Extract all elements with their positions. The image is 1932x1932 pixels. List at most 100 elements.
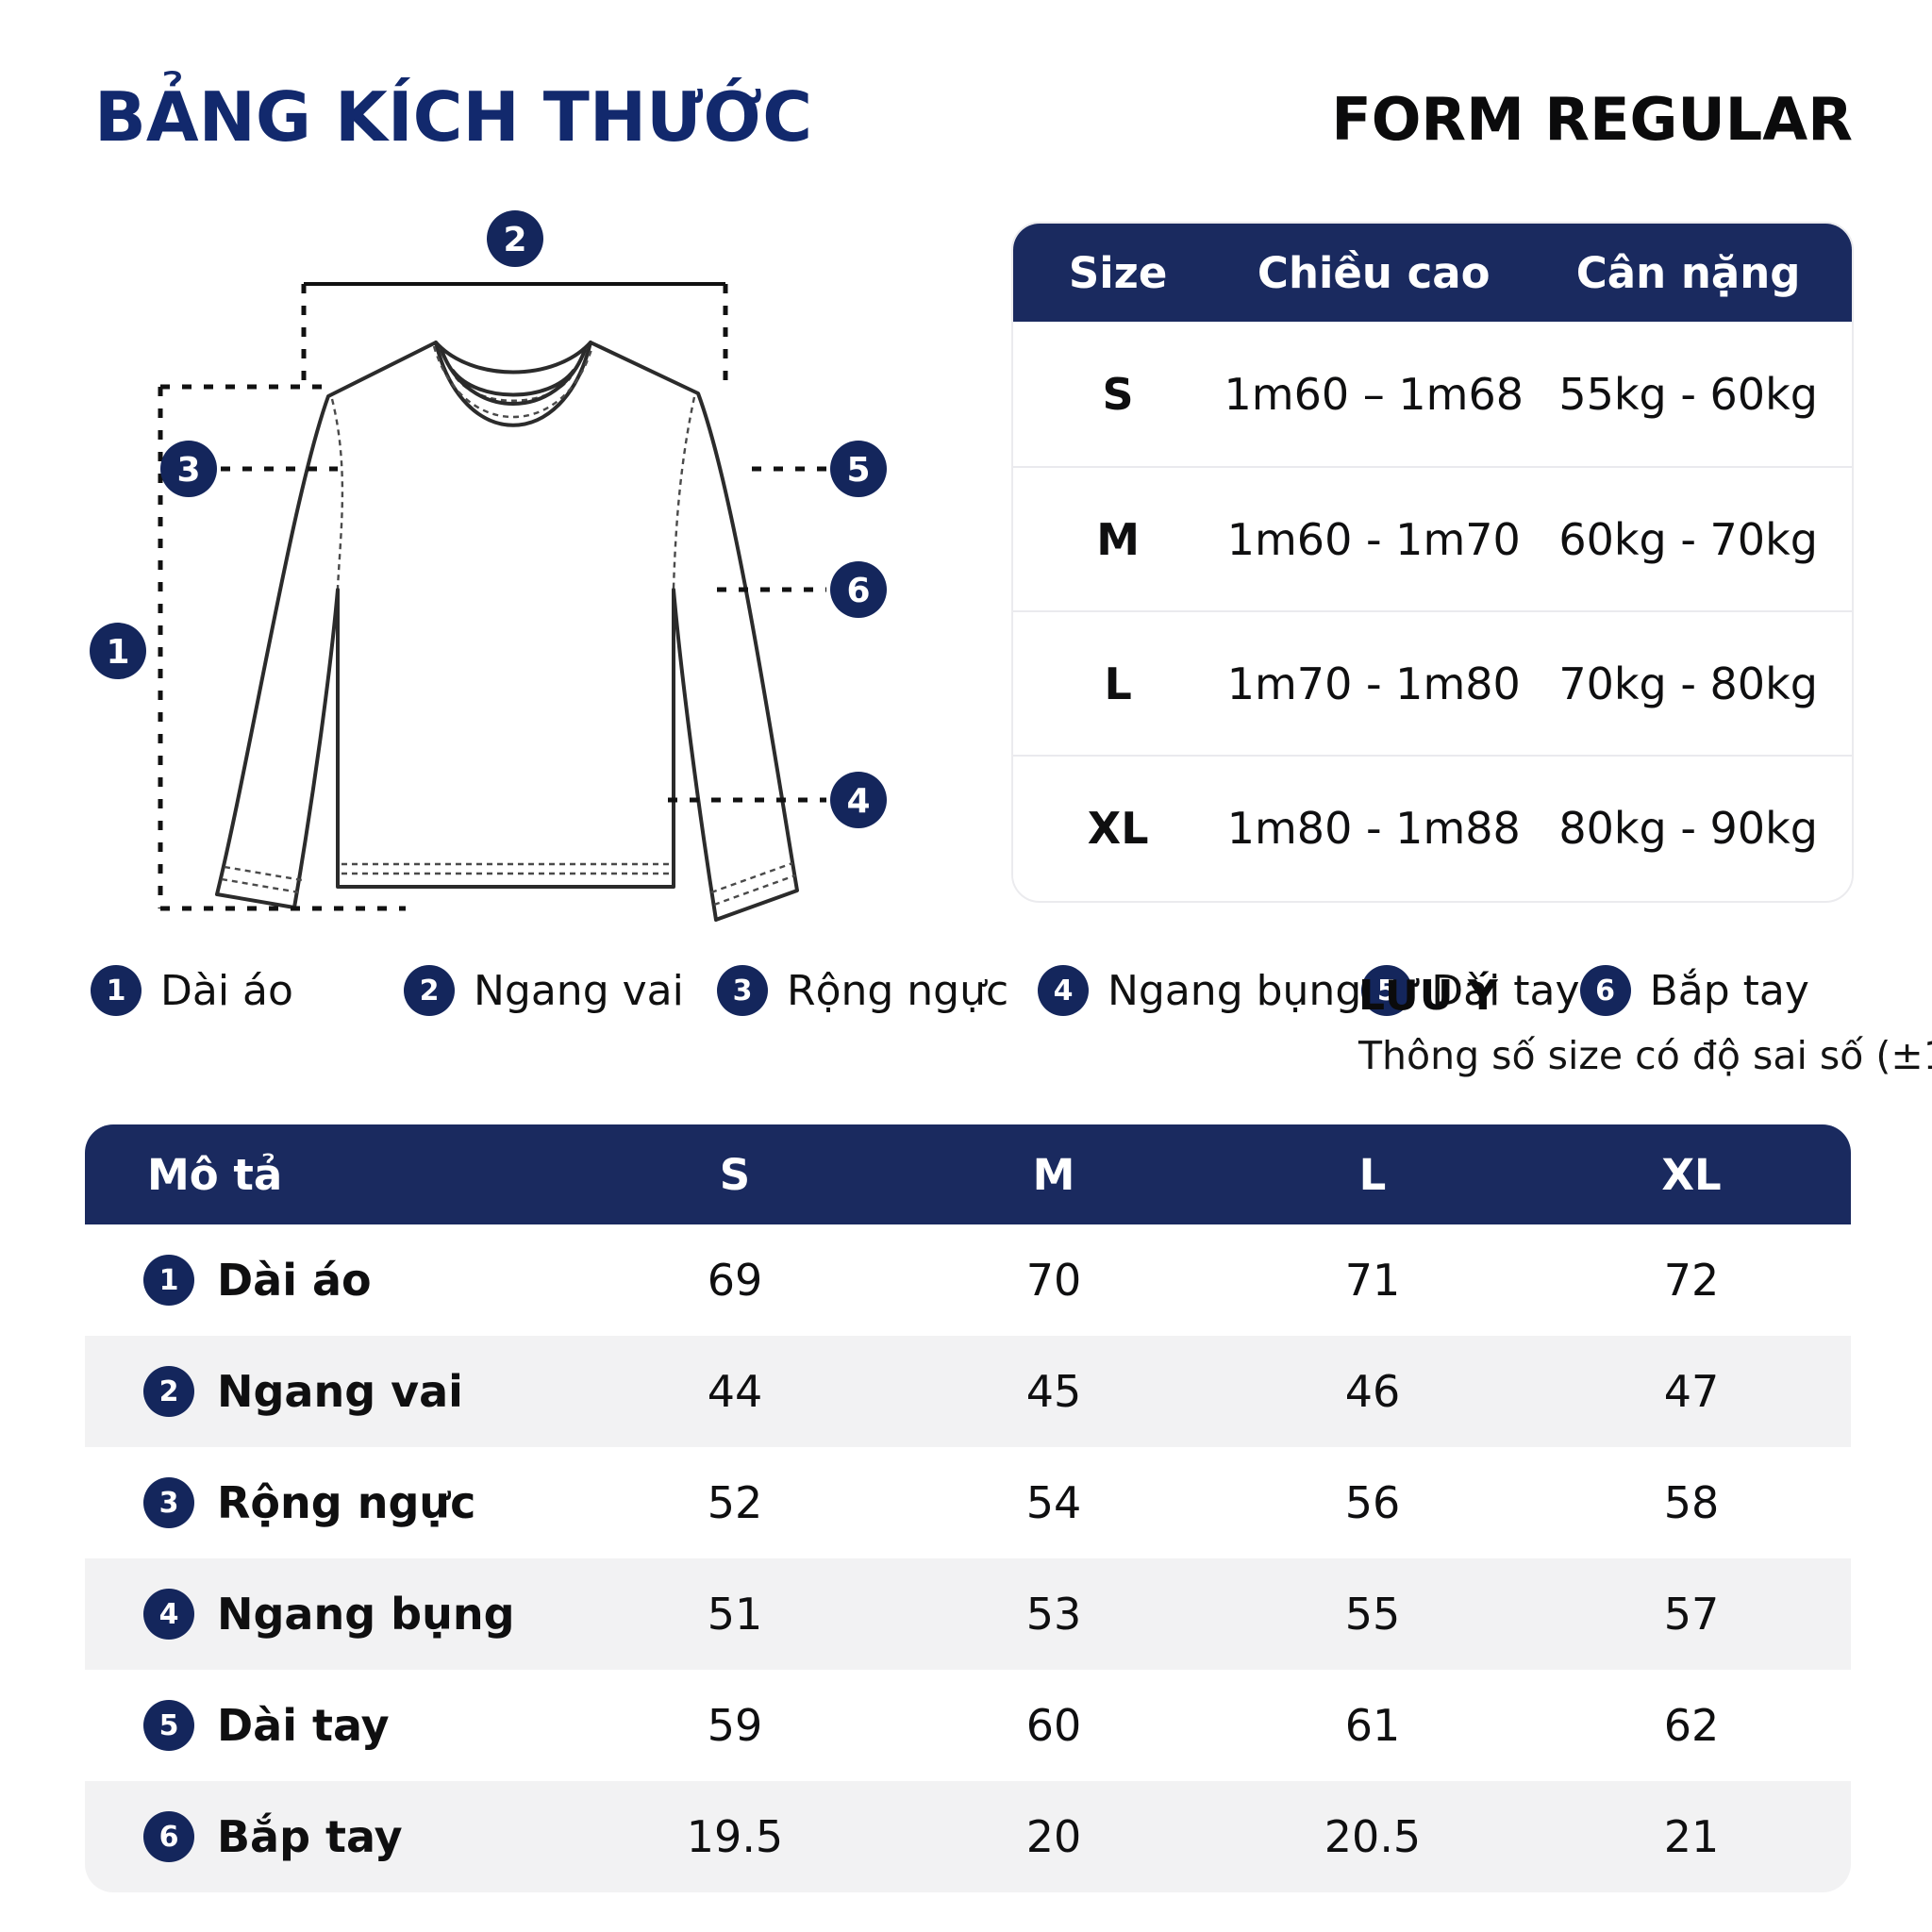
value-cell: 19.5 <box>686 1811 784 1862</box>
weight-cell: 80kg - 90kg <box>1558 802 1818 854</box>
table-row: 2 Ngang vai 44 45 46 47 <box>85 1336 1851 1447</box>
measure-badge-3: 3 <box>160 441 217 497</box>
badge-circle <box>487 210 543 267</box>
badge-number: 3 <box>176 451 200 490</box>
cuff-stitch-right <box>710 861 796 907</box>
badge-circle <box>830 441 887 497</box>
legend-item: 2 Ngang vai <box>404 964 717 1017</box>
weight-cell: 55kg - 60kg <box>1558 368 1818 420</box>
row-label: Dài áo <box>217 1255 372 1306</box>
value-cell: 59 <box>707 1700 763 1751</box>
page-title: BẢNG KÍCH THƯỚC <box>94 77 813 157</box>
collar-back-neck <box>434 341 592 375</box>
height-cell: 1m60 – 1m68 <box>1224 368 1524 420</box>
number-badge-icon: 3 <box>143 1477 194 1528</box>
header-size-xl: XL <box>1661 1149 1722 1200</box>
height-cell: 1m60 - 1m70 <box>1226 513 1521 565</box>
badge-circle <box>830 772 887 828</box>
value-cell: 51 <box>707 1589 763 1640</box>
value-cell: 62 <box>1663 1700 1720 1751</box>
header-height: Chiều cao <box>1257 247 1491 298</box>
badge-number: 4 <box>846 782 870 821</box>
height-cell: 1m80 - 1m88 <box>1226 802 1521 854</box>
value-cell: 56 <box>1344 1477 1401 1528</box>
tshirt-outline <box>215 341 799 922</box>
legend-label: Ngang bụng <box>1108 966 1362 1015</box>
value-cell: 47 <box>1663 1366 1720 1417</box>
note-text: Thông số size có độ sai số (±1) <box>1358 1033 1932 1078</box>
table-row: XL 1m80 - 1m88 80kg - 90kg <box>1013 755 1852 899</box>
value-cell: 72 <box>1663 1255 1720 1306</box>
collar-outer-stitch <box>432 345 594 419</box>
collar-band-stitch <box>455 376 572 402</box>
armhole-seam-right <box>672 396 696 589</box>
value-cell: 58 <box>1663 1477 1720 1528</box>
value-cell: 20 <box>1025 1811 1082 1862</box>
table-row: L 1m70 - 1m80 70kg - 80kg <box>1013 610 1852 755</box>
note-block: LƯU Ý Thông số size có độ sai số (±1) <box>1358 972 1932 1078</box>
row-label-cell: 5 Dài tay <box>85 1700 575 1751</box>
measurement-legend: 1 Dài áo 2 Ngang vai 3 Rộng ngực 4 Ngang… <box>91 964 1809 1017</box>
table-row: 5 Dài tay 59 60 61 62 <box>85 1670 1851 1781</box>
collar-band <box>451 369 575 397</box>
size-cell: L <box>1104 658 1132 709</box>
measure-badge-4: 4 <box>830 772 887 828</box>
tshirt-diagram-svg: 1 2 3 4 5 6 <box>90 210 887 922</box>
row-label: Dài tay <box>217 1700 390 1751</box>
legend-item: 6 Bắp tay <box>1579 964 1809 1017</box>
table-row: 1 Dài áo 69 70 71 72 <box>85 1224 1851 1336</box>
value-cell: 53 <box>1025 1589 1082 1640</box>
legend-label: Dài tay <box>1431 966 1580 1015</box>
table-row: 4 Ngang bụng 51 53 55 57 <box>85 1558 1851 1670</box>
size-recommendation-table: Size Chiều cao Cân nặng S 1m60 – 1m68 55… <box>1011 222 1854 903</box>
number-badge-icon: 1 <box>143 1255 194 1306</box>
legend-label: Dài áo <box>160 966 293 1015</box>
measurement-values-table: Mô tả S M L XL 1 Dài áo 69 70 71 72 2 Ng… <box>85 1124 1851 1892</box>
badge-circle <box>160 441 217 497</box>
number-badge-icon: 4 <box>143 1589 194 1640</box>
number-badge-icon: 2 <box>404 965 455 1016</box>
value-cell: 21 <box>1663 1811 1720 1862</box>
weight-cell: 60kg - 70kg <box>1558 513 1818 565</box>
value-cell: 70 <box>1025 1255 1082 1306</box>
value-cell: 61 <box>1344 1700 1401 1751</box>
badge-circle <box>830 561 887 618</box>
row-label-cell: 3 Rộng ngực <box>85 1477 575 1528</box>
measure-table-header-row: Mô tả S M L XL <box>85 1124 1851 1224</box>
badge-number: 1 <box>106 633 129 672</box>
table-row: M 1m60 - 1m70 60kg - 70kg <box>1013 466 1852 610</box>
value-cell: 45 <box>1025 1366 1082 1417</box>
length-line <box>158 384 406 911</box>
value-cell: 44 <box>707 1366 763 1417</box>
size-cell: S <box>1102 368 1134 420</box>
row-label-cell: 1 Dài áo <box>85 1255 575 1306</box>
row-label-cell: 2 Ngang vai <box>85 1366 575 1417</box>
cuff-stitch-left <box>221 865 303 894</box>
number-badge-icon: 6 <box>143 1811 194 1862</box>
header-size-m: M <box>1032 1149 1075 1200</box>
note-title: LƯU Ý <box>1358 972 1498 1020</box>
header-weight: Cân nặng <box>1575 247 1801 298</box>
measure-badge-1: 1 <box>90 623 146 679</box>
size-cell: M <box>1096 513 1141 565</box>
row-label: Rộng ngực <box>217 1477 476 1528</box>
size-table-header-row: Size Chiều cao Cân nặng <box>1013 224 1852 322</box>
number-badge-icon: 3 <box>717 965 768 1016</box>
measure-badge-6: 6 <box>830 561 887 618</box>
value-cell: 55 <box>1344 1589 1401 1640</box>
weight-cell: 70kg - 80kg <box>1558 658 1818 709</box>
value-cell: 60 <box>1025 1700 1082 1751</box>
legend-label: Ngang vai <box>474 966 684 1015</box>
measure-badge-2: 2 <box>487 210 543 267</box>
collar-front-neckline <box>440 348 587 406</box>
value-cell: 69 <box>707 1255 763 1306</box>
table-row: S 1m60 – 1m68 55kg - 60kg <box>1013 322 1852 466</box>
number-badge-icon: 1 <box>91 965 142 1016</box>
header-size-s: S <box>719 1149 751 1200</box>
badge-number: 6 <box>846 572 870 610</box>
hem-stitch <box>341 862 670 875</box>
legend-label: Rộng ngực <box>787 966 1009 1015</box>
legend-item: 1 Dài áo <box>91 964 404 1017</box>
row-label: Ngang bụng <box>217 1589 515 1640</box>
